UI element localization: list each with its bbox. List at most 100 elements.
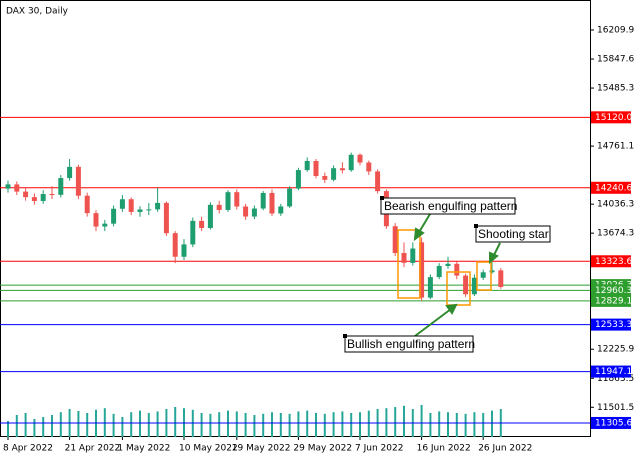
candle-body — [498, 270, 504, 287]
candle-body — [287, 188, 293, 207]
candle-body — [427, 277, 433, 298]
annotation: Shooting star — [478, 227, 549, 241]
candle-body — [480, 272, 486, 278]
candle-body — [269, 192, 275, 214]
level-tag — [591, 111, 631, 124]
volume-bar — [455, 413, 458, 437]
candle-body — [454, 263, 460, 276]
arrow-head — [489, 251, 499, 265]
candle-body — [5, 184, 11, 189]
x-tick-label: 16 Jun 2022 — [417, 444, 471, 454]
volume-bar — [51, 415, 53, 437]
volume-bar — [112, 413, 115, 437]
candle-body — [40, 194, 46, 201]
x-tick-label: 26 Jun 2022 — [478, 444, 532, 454]
candle-body — [31, 197, 37, 201]
volume-bar — [473, 412, 476, 437]
arrow-head — [445, 303, 458, 315]
candle-body — [445, 263, 451, 266]
annotation-box — [475, 225, 551, 243]
candle-body — [357, 154, 363, 163]
volume-bar — [15, 415, 18, 437]
candle-body — [181, 244, 187, 257]
candle-body — [102, 223, 108, 227]
candle-body — [436, 265, 442, 278]
level-tag — [591, 294, 631, 307]
candle-body — [75, 166, 81, 196]
candle-body — [392, 226, 398, 253]
volume-bar — [306, 410, 309, 437]
candle-body — [119, 199, 125, 209]
volume-bar — [156, 411, 159, 437]
volume-bar — [288, 413, 291, 437]
candle-body — [67, 166, 73, 179]
level-label: 12960.3 — [595, 286, 632, 296]
candle-body — [410, 248, 416, 263]
level-label: 11947.1 — [595, 367, 632, 377]
arrow-head — [413, 227, 425, 242]
volume-bar — [218, 412, 221, 437]
candle-body — [93, 213, 99, 227]
level-label: 11305.6 — [595, 418, 632, 428]
candle-body — [190, 220, 196, 245]
y-tick-label: 13674.3 — [597, 229, 634, 239]
level-label: 13323.6 — [595, 257, 632, 267]
level-tag — [591, 318, 631, 331]
x-tick-label: 29 May 2022 — [293, 444, 352, 454]
volume-bar — [77, 411, 80, 437]
y-tick-label: 16209.9 — [597, 25, 634, 35]
candle-body — [84, 195, 90, 214]
x-tick-label: 10 May 2022 — [179, 444, 238, 454]
candle-body — [172, 233, 178, 257]
volume-bar — [209, 413, 212, 437]
candle-body — [58, 178, 64, 195]
y-tick-label: 15485.3 — [597, 84, 634, 94]
candle-body — [471, 277, 477, 295]
plot-frame — [0, 0, 591, 437]
volume-bar — [130, 412, 133, 437]
volume-bar — [86, 413, 89, 437]
y-tick-label: 11501.5 — [597, 403, 634, 413]
candle-body — [463, 275, 469, 295]
candle-body — [225, 192, 231, 210]
y-tick-label: 14761.1 — [597, 142, 634, 152]
volume-bar — [323, 413, 326, 437]
candle-body — [155, 202, 161, 210]
pattern-box — [476, 261, 492, 291]
volume-bar — [33, 419, 36, 437]
candle-body — [23, 191, 29, 198]
volume-bar — [200, 413, 203, 437]
x-tick-label: 21 Apr 2022 — [65, 444, 121, 454]
candle-body — [260, 192, 266, 209]
volume-bar — [297, 411, 300, 437]
volume-bar — [491, 410, 493, 437]
volume-bar — [438, 411, 441, 437]
candle-body — [348, 154, 354, 171]
candle-body — [49, 194, 55, 196]
level-tag — [591, 416, 631, 429]
candle-body — [207, 204, 213, 228]
volume-bar — [59, 412, 62, 437]
volume-bar — [464, 413, 467, 437]
volume-bar — [42, 417, 45, 437]
y-tick-label: 15847.6 — [597, 55, 634, 65]
candle-body — [251, 208, 257, 217]
candle-body — [419, 242, 425, 298]
arrow — [414, 308, 452, 337]
annotation: Bullish engulfing pattern — [347, 337, 475, 351]
x-tick-label: 8 Apr 2022 — [3, 444, 53, 454]
annotation: Bearish engulfing pattern — [384, 199, 517, 213]
volume-bar — [174, 407, 177, 437]
candle-body — [199, 220, 205, 228]
anchor — [380, 196, 384, 200]
volume-bar — [139, 410, 141, 437]
candle-body — [128, 199, 134, 212]
y-tick-label: 14036.3 — [597, 200, 634, 210]
chart-title: DAX 30, Daily — [6, 7, 69, 17]
pattern-box — [446, 271, 471, 306]
y-tick-label: 11863.5 — [597, 374, 634, 384]
level-label: 15120.0 — [595, 113, 632, 123]
volume-bar — [24, 413, 27, 437]
volume-bar — [7, 421, 9, 437]
candle-body — [339, 168, 345, 171]
